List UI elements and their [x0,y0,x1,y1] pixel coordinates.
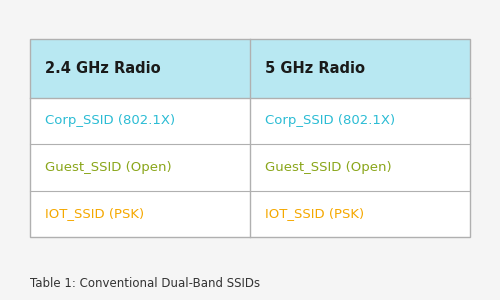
Bar [30,144,470,190]
Bar [30,39,470,237]
Text: Guest_SSID (Open): Guest_SSID (Open) [45,161,172,174]
Text: Corp_SSID (802.1X): Corp_SSID (802.1X) [45,114,175,127]
Bar [30,98,470,144]
Text: IOT_SSID (PSK): IOT_SSID (PSK) [265,207,364,220]
Bar [30,39,470,98]
Text: Guest_SSID (Open): Guest_SSID (Open) [265,161,392,174]
Text: IOT_SSID (PSK): IOT_SSID (PSK) [45,207,144,220]
Text: Corp_SSID (802.1X): Corp_SSID (802.1X) [265,114,395,127]
Text: 2.4 GHz Radio: 2.4 GHz Radio [45,61,160,76]
Bar [30,190,470,237]
Text: Table 1: Conventional Dual-Band SSIDs: Table 1: Conventional Dual-Band SSIDs [30,277,260,290]
Text: 5 GHz Radio: 5 GHz Radio [265,61,365,76]
